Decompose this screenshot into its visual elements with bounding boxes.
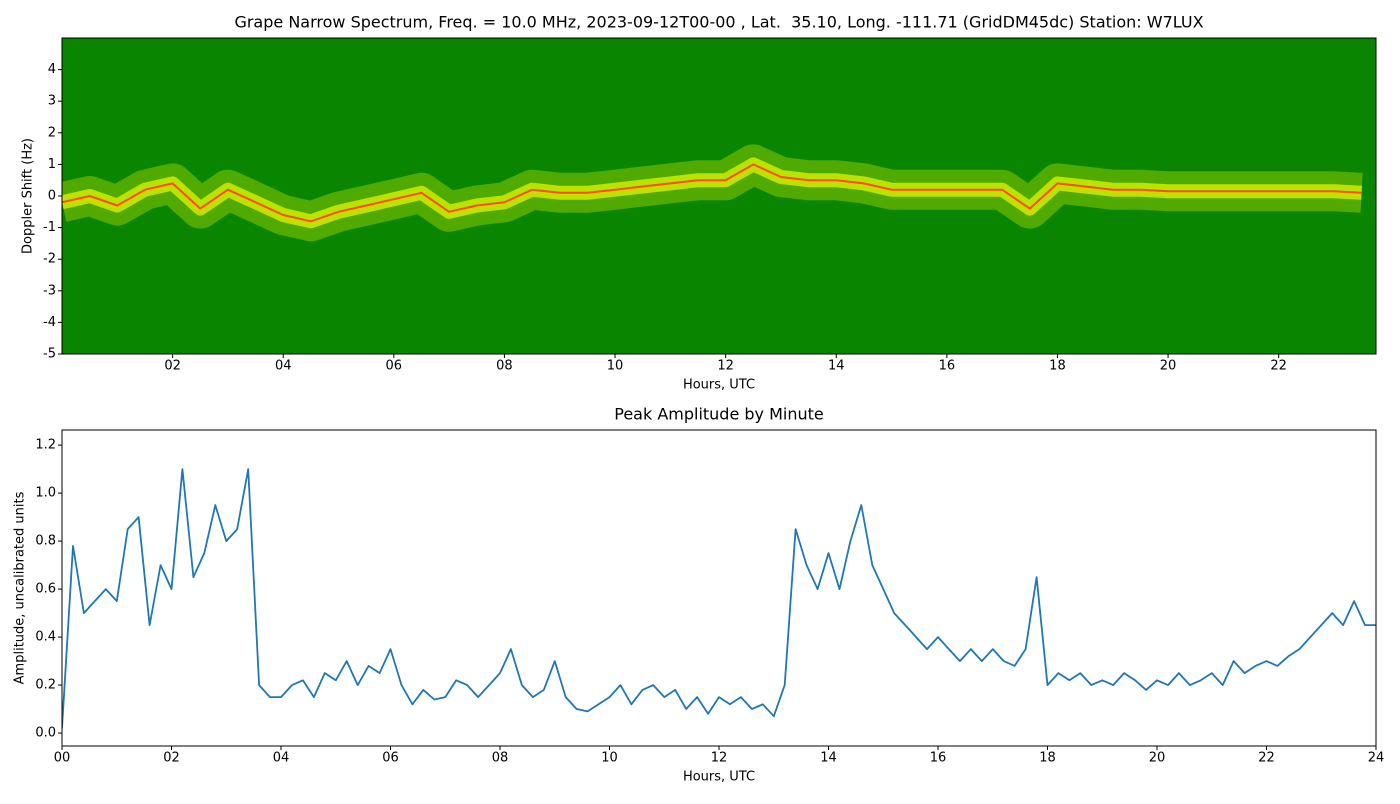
- chart-title: Peak Amplitude by Minute: [614, 405, 824, 424]
- y-tick-label: 1.0: [35, 486, 56, 501]
- x-tick-label: 06: [382, 751, 399, 766]
- x-tick-label: 06: [386, 359, 403, 374]
- x-tick-label: 14: [820, 751, 837, 766]
- x-tick-label: 20: [1149, 751, 1166, 766]
- x-tick-label: 22: [1270, 359, 1287, 374]
- x-tick-label: 08: [496, 359, 513, 374]
- x-tick-label: 22: [1258, 751, 1275, 766]
- x-tick-label: 16: [930, 751, 947, 766]
- chart-title: Grape Narrow Spectrum, Freq. = 10.0 MHz,…: [234, 13, 1203, 32]
- y-tick-label: -5: [43, 347, 56, 362]
- y-tick-label: -4: [43, 315, 56, 330]
- x-tick-label: 18: [1049, 359, 1066, 374]
- x-tick-label: 24: [1368, 751, 1385, 766]
- x-axis-label: Hours, UTC: [683, 378, 755, 393]
- y-tick-label: 0.0: [35, 726, 56, 741]
- y-tick-label: -2: [43, 252, 56, 267]
- y-axis-label: Amplitude, uncalibrated units: [13, 491, 28, 684]
- y-tick-label: 4: [48, 62, 56, 77]
- x-tick-label: 18: [1039, 751, 1056, 766]
- y-tick-label: -1: [43, 220, 56, 235]
- x-tick-label: 10: [607, 359, 624, 374]
- x-tick-label: 20: [1160, 359, 1177, 374]
- y-tick-label: 2: [48, 125, 56, 140]
- y-axis-label: Doppler Shift (Hz): [21, 138, 36, 254]
- plot-area: [62, 468, 1376, 729]
- doppler-trace: [62, 163, 1362, 223]
- y-tick-label: 3: [48, 94, 56, 109]
- y-tick-label: -3: [43, 283, 56, 298]
- x-tick-label: 00: [54, 751, 71, 766]
- amplitude-line: [62, 468, 1376, 729]
- x-axis-label: Hours, UTC: [683, 770, 755, 785]
- x-tick-label: 12: [717, 359, 734, 374]
- x-tick-label: 14: [828, 359, 845, 374]
- x-tick-label: 08: [492, 751, 509, 766]
- y-tick-label: 1.2: [35, 438, 56, 453]
- y-tick-label: 1: [48, 157, 56, 172]
- plot-area: [62, 38, 1376, 354]
- y-tick-label: 0.8: [35, 534, 56, 549]
- x-tick-label: 04: [275, 359, 292, 374]
- x-tick-label: 16: [939, 359, 956, 374]
- y-tick-label: 0.6: [35, 582, 56, 597]
- x-tick-label: 04: [273, 751, 290, 766]
- y-tick-label: 0: [48, 189, 56, 204]
- x-tick-label: 02: [163, 751, 180, 766]
- x-tick-label: 12: [711, 751, 728, 766]
- x-tick-label: 10: [601, 751, 618, 766]
- y-tick-label: 0.2: [35, 678, 56, 693]
- x-tick-label: 02: [164, 359, 181, 374]
- y-tick-label: 0.4: [35, 630, 56, 645]
